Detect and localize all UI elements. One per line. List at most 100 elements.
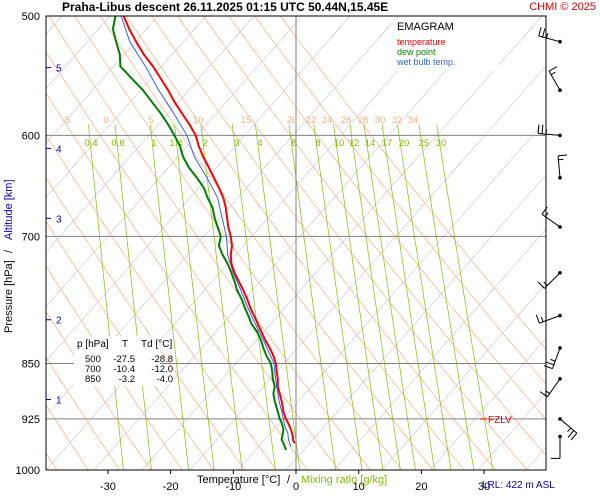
table-cell: -27.5 (113, 354, 135, 365)
mixing-ratio-label: 2 (202, 138, 207, 149)
wind-barb-feather (543, 281, 548, 286)
dry-adiabat-line (254, 16, 546, 385)
dry-adiabat-line (46, 265, 183, 470)
mixing-ratio-label: 14 (365, 138, 376, 149)
diagonal-line (189, 65, 546, 470)
wind-barb-feather (558, 154, 568, 157)
wind-barb-feather (550, 71, 556, 76)
series-lines (111, 16, 296, 451)
dry-adiabat-label: 28 (358, 115, 369, 126)
y-axis-title-altitude: Altitude [km] (3, 179, 15, 240)
mixing-ratio-label: 12 (349, 138, 360, 149)
dry-adiabat-label: 10 (193, 115, 204, 126)
table-cell: -10.4 (113, 364, 135, 375)
mixing-ratio-line (174, 124, 215, 470)
mixing-ratio-line (200, 124, 243, 470)
altitude-tick-label: 3 (56, 214, 62, 225)
chart-title: Praha-Libus descent 26.11.2025 01:15 UTC… (62, 0, 388, 14)
table-cell: -3.2 (119, 374, 135, 385)
legend-box (392, 17, 499, 71)
mixing-ratio-label: 17 (382, 138, 393, 149)
mixing-ratio-line (288, 124, 336, 470)
fzlv-label: FZLV (488, 415, 512, 426)
mixing-ratio-line (149, 124, 189, 470)
lrl-label: LRL: 422 m ASL (482, 480, 555, 491)
wind-barb-staff (541, 213, 561, 228)
wind-barb-staff (546, 378, 561, 398)
diagonal-line (46, 16, 399, 416)
wind-barb-feather (548, 66, 558, 72)
mixing-ratio-line (363, 124, 416, 470)
diagonal-line (46, 16, 207, 199)
wind-barb-station (558, 39, 562, 44)
altitude-tick-label: 2 (56, 316, 62, 327)
background-lines (46, 16, 546, 470)
diagonal-line (429, 337, 546, 470)
wind-barb-staff (548, 70, 561, 91)
y-tick-label: 700 (22, 231, 40, 243)
dry-adiabat-label: 30 (375, 115, 386, 126)
x-tick-label: 0 (293, 481, 299, 493)
wind-barb-station (558, 225, 562, 229)
table-cell: -4.0 (157, 374, 173, 385)
wind-barb-staff (559, 418, 578, 434)
dry-adiabat-label: 26 (341, 115, 352, 126)
wind-barb-feather (537, 281, 545, 289)
wind-barb-feather (550, 358, 556, 362)
wind-barb-staff (552, 347, 561, 369)
wind-barb-feather (541, 124, 544, 134)
dry-adiabat-line (99, 16, 434, 470)
wind-barb-station (558, 270, 562, 275)
legend-item-dew-point: dew point (397, 47, 436, 57)
dry-adiabat-label: 32 (392, 115, 403, 126)
table-cell: 850 (85, 374, 101, 385)
dry-adiabat-line (46, 310, 152, 470)
dry-adiabat-label: 24 (322, 115, 333, 126)
x-axis-separator: / (287, 474, 291, 486)
table-header-t: T (122, 339, 128, 350)
wind-barb-feather (544, 212, 549, 217)
dry-adiabat-labels: -5 0 5 10 15 20 22 24 26 28 30 32 34 (62, 115, 419, 126)
x-axis-title-mixing: Mixing ratio [g/kg] (301, 474, 387, 486)
wind-barb-feather (570, 432, 578, 441)
table-cell: 700 (85, 364, 101, 375)
mixing-ratio-label: 25 (419, 138, 430, 149)
dry-adiabat-label: 34 (408, 115, 419, 126)
mixing-ratio-label: 1.4 (169, 138, 182, 149)
series-line-dew-point (111, 16, 287, 451)
x-tick-label: -20 (163, 481, 179, 493)
y-axis-separator: / (3, 249, 15, 253)
mixing-ratio-label: 3 (234, 138, 239, 149)
wind-barbs (535, 27, 578, 459)
y-tick-label: 500 (22, 11, 40, 23)
table-cell: 500 (85, 354, 101, 365)
grid (46, 16, 546, 470)
wind-barb-station (558, 434, 562, 439)
dry-adiabat-label: 5 (148, 115, 153, 126)
wind-barb-station (558, 133, 562, 138)
wind-barb (557, 154, 568, 180)
mixing-ratio-line (418, 124, 475, 470)
dry-adiabat-line (46, 404, 89, 470)
wind-barb (535, 313, 562, 324)
wind-barb (551, 434, 562, 459)
mixing-ratio-label: 0.6 (111, 138, 124, 149)
legend-item-wet-bulb: wet bulb temp. (396, 57, 456, 67)
dry-adiabat-line (46, 177, 246, 470)
mixing-ratio-label: 20 (399, 138, 410, 149)
mixing-ratio-label: 1 (151, 138, 156, 149)
wind-barb-feather (545, 33, 549, 39)
legend-title: EMAGRAM (397, 21, 454, 33)
series-line-wet-bulb-temp (120, 16, 292, 447)
dry-adiabat-line (151, 16, 496, 470)
wind-barb (538, 27, 562, 44)
wind-barb-feather (567, 427, 572, 433)
y-tick-label: 925 (22, 414, 40, 426)
mixing-ratio-label: 4 (257, 138, 262, 149)
dry-adiabat-line (279, 16, 546, 350)
wind-barb-station (558, 417, 562, 421)
dry-adiabat-line (46, 92, 308, 470)
diagonal-line (46, 16, 159, 144)
diagonal-line (46, 16, 447, 470)
